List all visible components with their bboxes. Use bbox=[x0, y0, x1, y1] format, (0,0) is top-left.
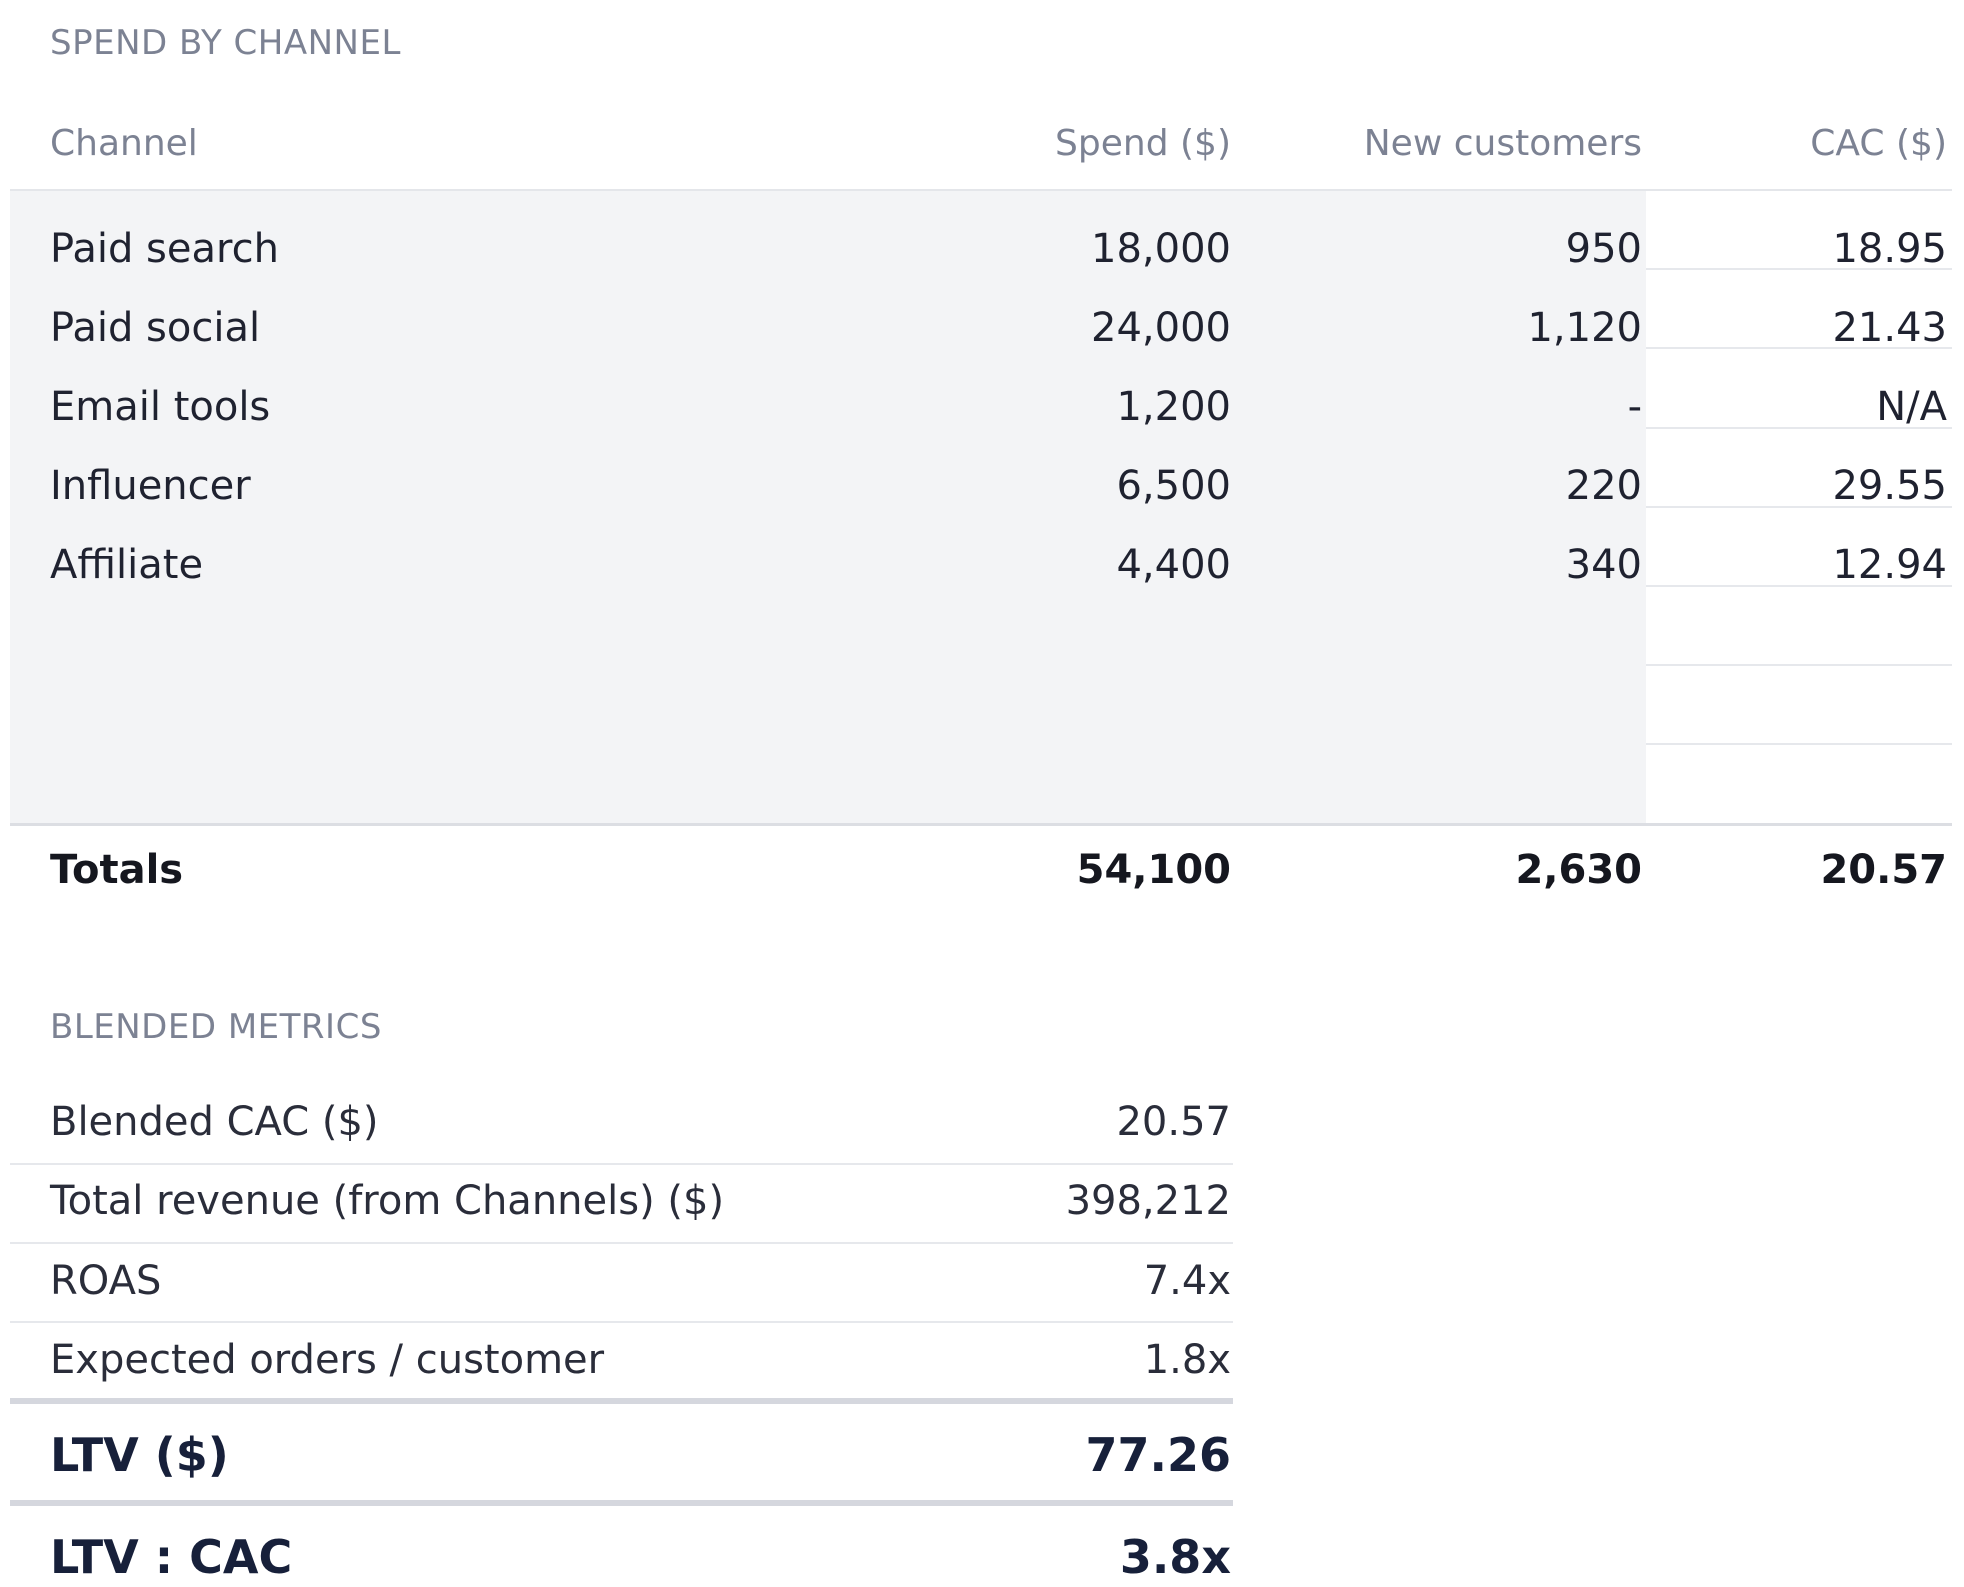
totals-row: Totals 54,100 2,630 20.57 bbox=[0, 850, 1964, 910]
input-area-background bbox=[10, 190, 1646, 823]
channel-cell[interactable]: Paid social bbox=[50, 305, 261, 351]
spend-cell[interactable]: 24,000 bbox=[1091, 305, 1231, 351]
cac-cell: 18.95 bbox=[1832, 226, 1947, 272]
metric-label: Expected orders / customer bbox=[50, 1337, 605, 1383]
totals-new-customers: 2,630 bbox=[1515, 847, 1642, 893]
metric-value: 398,212 bbox=[1065, 1178, 1231, 1224]
column-header-spend[interactable]: Spend ($) bbox=[1055, 123, 1231, 164]
new-customers-cell[interactable]: 1,120 bbox=[1527, 305, 1642, 351]
totals-spend: 54,100 bbox=[1076, 847, 1231, 893]
totals-cac: 20.57 bbox=[1820, 847, 1947, 893]
ltv-label: LTV ($) bbox=[50, 1428, 229, 1482]
metric-label: ROAS bbox=[50, 1258, 162, 1304]
spend-by-channel-title: SPEND BY CHANNEL bbox=[50, 23, 401, 63]
table-row: Email tools 1,200 - N/A bbox=[0, 369, 1964, 448]
cac-row-divider bbox=[1646, 347, 1952, 349]
totals-divider bbox=[10, 823, 1952, 826]
cac-cell: 21.43 bbox=[1832, 305, 1947, 351]
new-customers-cell[interactable]: 950 bbox=[1565, 226, 1642, 272]
new-customers-cell[interactable]: 220 bbox=[1565, 463, 1642, 509]
metric-divider-strong bbox=[10, 1398, 1233, 1404]
new-customers-cell[interactable]: - bbox=[1627, 384, 1642, 430]
table-row: Influencer 6,500 220 29.55 bbox=[0, 448, 1964, 527]
table-row: Paid search 18,000 950 18.95 bbox=[0, 211, 1964, 290]
cac-cell: N/A bbox=[1876, 384, 1947, 430]
new-customers-cell[interactable]: 340 bbox=[1565, 542, 1642, 588]
cac-row-divider bbox=[1646, 427, 1952, 429]
ltv-cac-label: LTV : CAC bbox=[50, 1530, 293, 1584]
metric-value: 20.57 bbox=[1116, 1099, 1231, 1145]
column-header-new-customers[interactable]: New customers bbox=[1363, 123, 1642, 164]
metric-divider bbox=[10, 1321, 1233, 1323]
spend-cell[interactable]: 1,200 bbox=[1116, 384, 1231, 430]
cac-cell: 12.94 bbox=[1832, 542, 1947, 588]
spend-cell[interactable]: 18,000 bbox=[1091, 226, 1231, 272]
blended-metrics-title: BLENDED METRICS bbox=[50, 1007, 382, 1047]
spend-cell[interactable]: 6,500 bbox=[1116, 463, 1231, 509]
metric-divider-strong bbox=[10, 1500, 1233, 1506]
metric-divider bbox=[10, 1242, 1233, 1244]
metric-value: 1.8x bbox=[1143, 1337, 1231, 1383]
ltv-cac-value: 3.8x bbox=[1119, 1530, 1231, 1584]
channel-cell[interactable]: Influencer bbox=[50, 463, 251, 509]
column-header-cac[interactable]: CAC ($) bbox=[1810, 123, 1947, 164]
metric-label: Blended CAC ($) bbox=[50, 1099, 379, 1145]
channel-cell[interactable]: Paid search bbox=[50, 226, 279, 272]
table-row: Affiliate 4,400 340 12.94 bbox=[0, 527, 1964, 606]
header-divider bbox=[10, 189, 1952, 191]
spend-cell[interactable]: 4,400 bbox=[1116, 542, 1231, 588]
cac-row-divider bbox=[1646, 743, 1952, 745]
table-row: Paid social 24,000 1,120 21.43 bbox=[0, 290, 1964, 369]
cac-row-divider bbox=[1646, 506, 1952, 508]
column-header-channel[interactable]: Channel bbox=[50, 123, 198, 164]
ltv-value: 77.26 bbox=[1085, 1428, 1231, 1482]
cac-row-divider bbox=[1646, 664, 1952, 666]
table-header-row: Channel Spend ($) New customers CAC ($) bbox=[0, 118, 1964, 168]
cac-row-divider bbox=[1646, 585, 1952, 587]
metric-label: Total revenue (from Channels) ($) bbox=[50, 1178, 725, 1224]
totals-label: Totals bbox=[50, 847, 184, 893]
metric-value: 7.4x bbox=[1143, 1258, 1231, 1304]
channel-cell[interactable]: Email tools bbox=[50, 384, 271, 430]
metric-divider bbox=[10, 1163, 1233, 1165]
cac-row-divider bbox=[1646, 268, 1952, 270]
channel-cell[interactable]: Affiliate bbox=[50, 542, 204, 588]
cac-cell: 29.55 bbox=[1832, 463, 1947, 509]
